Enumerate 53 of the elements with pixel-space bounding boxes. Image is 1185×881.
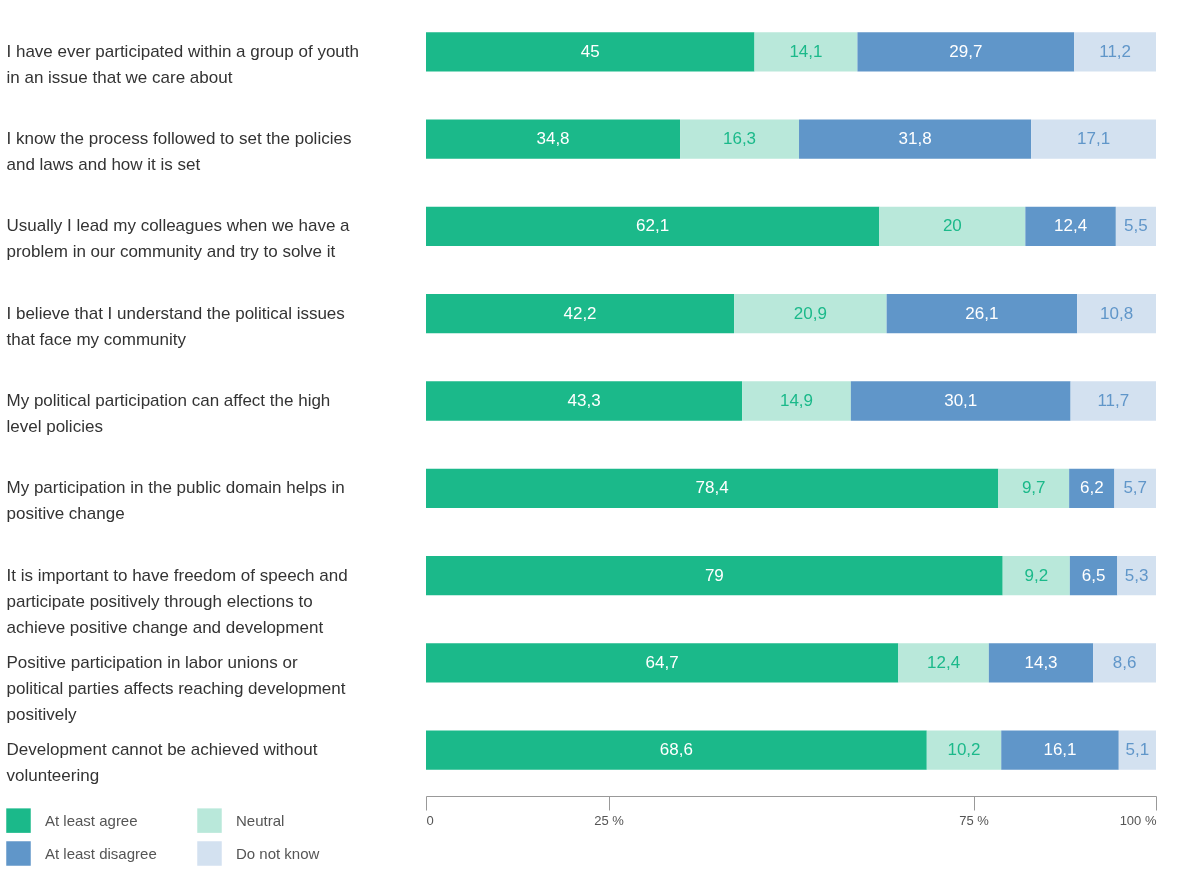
data-label: 78,4 bbox=[695, 478, 729, 498]
x-tick-label: 25 % bbox=[594, 812, 625, 828]
y-tick-label: Positive participation in labor unions or political parties affects reaching development positively bbox=[6, 652, 346, 724]
data-label: 12,4 bbox=[927, 652, 961, 672]
data-label: 5,7 bbox=[1123, 478, 1148, 498]
data-label: 79 bbox=[704, 565, 724, 585]
legend-label: Do not know bbox=[236, 844, 320, 862]
data-label: 10,2 bbox=[947, 740, 981, 760]
data-label: 14,3 bbox=[1024, 652, 1058, 672]
data-label: 12,4 bbox=[1054, 216, 1088, 236]
data-label: 62,1 bbox=[636, 216, 670, 236]
data-label: 45 bbox=[580, 41, 600, 61]
data-label: 14,1 bbox=[789, 41, 823, 61]
data-label: 16,1 bbox=[1043, 740, 1077, 760]
data-label: 6,5 bbox=[1081, 565, 1106, 585]
data-label: 14,9 bbox=[779, 391, 814, 410]
data-label: 11,7 bbox=[1097, 391, 1130, 410]
legend-label: At least disagree bbox=[45, 844, 157, 862]
x-tick-label: 100 % bbox=[1119, 812, 1157, 828]
legend-label: Neutral bbox=[236, 811, 285, 829]
data-label: 31,8 bbox=[898, 129, 932, 149]
data-label: 42,2 bbox=[563, 303, 597, 323]
data-label: 43,3 bbox=[567, 391, 601, 410]
data-label: 34,8 bbox=[536, 129, 570, 149]
data-label: 20,9 bbox=[793, 303, 827, 323]
data-label: 5,1 bbox=[1125, 740, 1150, 760]
data-label: 9,7 bbox=[1021, 478, 1046, 498]
data-label: 17,1 bbox=[1077, 129, 1111, 149]
y-tick-label: Development cannot be achieved without volunteering bbox=[6, 740, 318, 786]
data-label: 29,7 bbox=[949, 41, 983, 61]
y-tick-label: I know the process followed to set the policies and laws and how it is set bbox=[6, 129, 352, 175]
y-tick-label: It is important to have freedom of speech and participate positively through elections to achieve positive change and development bbox=[6, 565, 348, 637]
data-label: 16,3 bbox=[722, 129, 757, 149]
data-label: 30,1 bbox=[944, 391, 978, 410]
data-label: 5,5 bbox=[1124, 216, 1148, 236]
data-label: 9,2 bbox=[1024, 565, 1049, 585]
y-tick-label: Usually I lead my colleagues when we have a problem in our community and try to solve it bbox=[6, 216, 351, 262]
y-tick-label: I have ever participated within a group of youth in an issue that we care about bbox=[6, 41, 359, 87]
data-label: 26,1 bbox=[965, 303, 999, 323]
y-tick-label: My participation in the public domain helps in positive change bbox=[6, 478, 345, 524]
data-label: 64,7 bbox=[645, 652, 679, 672]
x-tick-label: 0 bbox=[426, 812, 434, 828]
y-tick-label: My political participation can affect the high level policies bbox=[6, 391, 331, 436]
legend-label: At least agree bbox=[45, 811, 138, 829]
data-label: 5,3 bbox=[1124, 565, 1149, 585]
x-tick-label: 75 % bbox=[959, 812, 990, 828]
data-label: 20 bbox=[942, 216, 962, 236]
data-label: 68,6 bbox=[659, 740, 693, 760]
data-label: 8,6 bbox=[1112, 652, 1137, 672]
data-label: 10,8 bbox=[1100, 303, 1134, 323]
data-label: 6,2 bbox=[1079, 478, 1104, 498]
data-label: 11,2 bbox=[1099, 41, 1132, 61]
y-tick-label: I believe that I understand the political issues that face my community bbox=[6, 303, 345, 349]
